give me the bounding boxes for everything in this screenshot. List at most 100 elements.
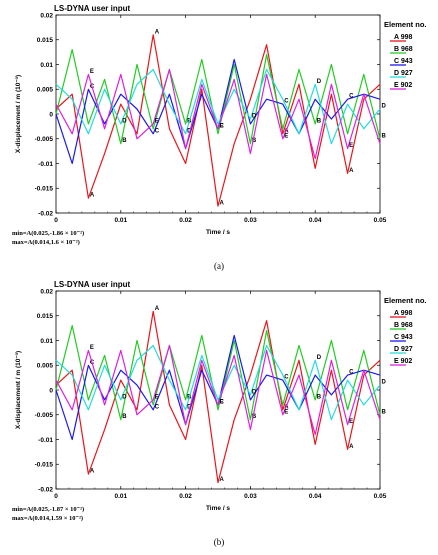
series-marker-E: E [220, 123, 224, 129]
series-marker-D: D [317, 355, 322, 361]
series-marker-E: E [220, 399, 224, 405]
y-tick-label: 0 [49, 111, 53, 118]
series-line-927 [55, 344, 381, 421]
y-tick-label: 0.02 [40, 288, 53, 295]
y-tick-label: -0.005 [35, 136, 54, 143]
series-marker-D: D [317, 79, 322, 85]
y-tick-label: 0.005 [37, 87, 54, 94]
plot-area [55, 14, 381, 214]
min-annotation: min=A(0.025,-1.87 × 10⁻²) [12, 506, 84, 513]
panel-caption: (a) [214, 261, 224, 271]
x-axis-label: Time / s [206, 505, 230, 512]
panel-caption: (b) [214, 537, 225, 547]
x-tick-label: 0 [54, 493, 58, 500]
y-tick-label: -0.01 [38, 437, 53, 444]
x-tick-label: 0.04 [309, 217, 322, 224]
series-marker-A: A [90, 469, 95, 475]
y-tick-label: 0.01 [40, 62, 53, 69]
series-line-998 [55, 34, 381, 207]
series-marker-C: C [349, 94, 354, 100]
x-tick-label: 0.03 [244, 217, 257, 224]
series-marker-C: C [220, 123, 225, 129]
x-tick-label: 0 [54, 217, 58, 224]
series-marker-B: B [252, 138, 257, 144]
series-marker-E: E [284, 409, 288, 415]
y-tick-label: 0.01 [40, 338, 53, 345]
chart-panel-b: LS-DYNA user input0.020.0150.010.0050-0.… [12, 280, 427, 547]
series-marker-B: B [317, 118, 322, 124]
y-tick-label: -0.015 [35, 462, 54, 469]
legend-label: D 927 [394, 346, 413, 353]
series-marker-C: C [220, 399, 225, 405]
min-annotation: min=A(0.025,-1.86 × 10⁻²) [12, 230, 84, 237]
series-marker-A: A [349, 168, 354, 174]
x-axis-label: Time / s [206, 229, 230, 236]
series-marker-A: A [349, 444, 354, 450]
series-marker-B: B [122, 138, 127, 144]
legend-label: B 968 [394, 322, 413, 329]
series-line-927 [55, 68, 381, 145]
chart-title: LS-DYNA user input [54, 4, 130, 13]
series-marker-A: A [284, 128, 289, 134]
chart-panel-a: LS-DYNA user input0.020.0150.010.0050-0.… [12, 4, 427, 271]
y-tick-label: -0.01 [38, 161, 53, 168]
series-marker-A: A [220, 201, 225, 207]
series-marker-D: D [122, 118, 127, 124]
legend-label: C 943 [394, 334, 413, 341]
y-tick-label: -0.015 [35, 186, 54, 193]
series-marker-C: C [284, 99, 289, 105]
y-tick-label: 0.02 [40, 12, 53, 19]
series-marker-E: E [284, 133, 288, 139]
x-tick-label: 0.05 [374, 217, 387, 224]
y-tick-label: -0.02 [38, 486, 53, 493]
series-marker-A: A [220, 477, 225, 483]
series-marker-D: D [252, 113, 257, 119]
x-tick-label: 0.02 [179, 493, 192, 500]
series-marker-A: A [155, 29, 160, 35]
series-marker-A: A [155, 306, 160, 312]
series-marker-C: C [155, 404, 160, 410]
legend-label: E 902 [394, 358, 412, 365]
series-marker-E: E [90, 69, 94, 75]
series-marker-B: B [122, 414, 127, 420]
y-tick-label: 0 [49, 387, 53, 394]
x-tick-label: 0.02 [179, 217, 192, 224]
series-line-943 [55, 334, 381, 441]
series-marker-A: A [284, 404, 289, 410]
y-axis-label: X-displacement / m (10⁻³) [15, 351, 22, 429]
x-tick-label: 0.04 [309, 493, 322, 500]
series-marker-C: C [349, 370, 354, 376]
series-marker-B: B [382, 409, 387, 415]
y-axis-label: X-displacement / m (10⁻³) [15, 75, 22, 153]
series-marker-B: B [252, 414, 257, 420]
plot-area [55, 290, 381, 490]
max-annotation: max=A(0.014,1.59 × 10⁻²) [12, 515, 83, 522]
series-marker-E: E [155, 118, 159, 124]
y-tick-label: 0.015 [37, 37, 54, 44]
legend-title: Element no. [384, 20, 427, 29]
legend-label: E 902 [394, 82, 412, 89]
series-line-902 [55, 68, 381, 160]
series-line-998 [55, 310, 381, 484]
y-tick-label: 0.015 [37, 313, 54, 320]
series-marker-E: E [155, 394, 159, 400]
series-marker-E: E [90, 345, 94, 351]
series-marker-B: B [382, 133, 387, 139]
y-tick-label: -0.005 [35, 412, 54, 419]
y-tick-label: 0.005 [37, 363, 54, 370]
legend-label: A 998 [394, 34, 413, 41]
x-tick-label: 0.01 [114, 217, 127, 224]
series-marker-D: D [382, 104, 387, 110]
chart-title: LS-DYNA user input [54, 280, 130, 289]
series-marker-D: D [122, 394, 127, 400]
series-marker-B: B [317, 394, 322, 400]
legend-title: Element no. [384, 296, 427, 305]
series-marker-E: E [349, 143, 353, 149]
x-tick-label: 0.01 [114, 493, 127, 500]
legend-label: D 927 [394, 70, 413, 77]
legend-label: C 943 [394, 58, 413, 65]
x-tick-label: 0.03 [244, 493, 257, 500]
legend-label: B 968 [394, 46, 413, 53]
legend-label: A 998 [394, 310, 413, 317]
